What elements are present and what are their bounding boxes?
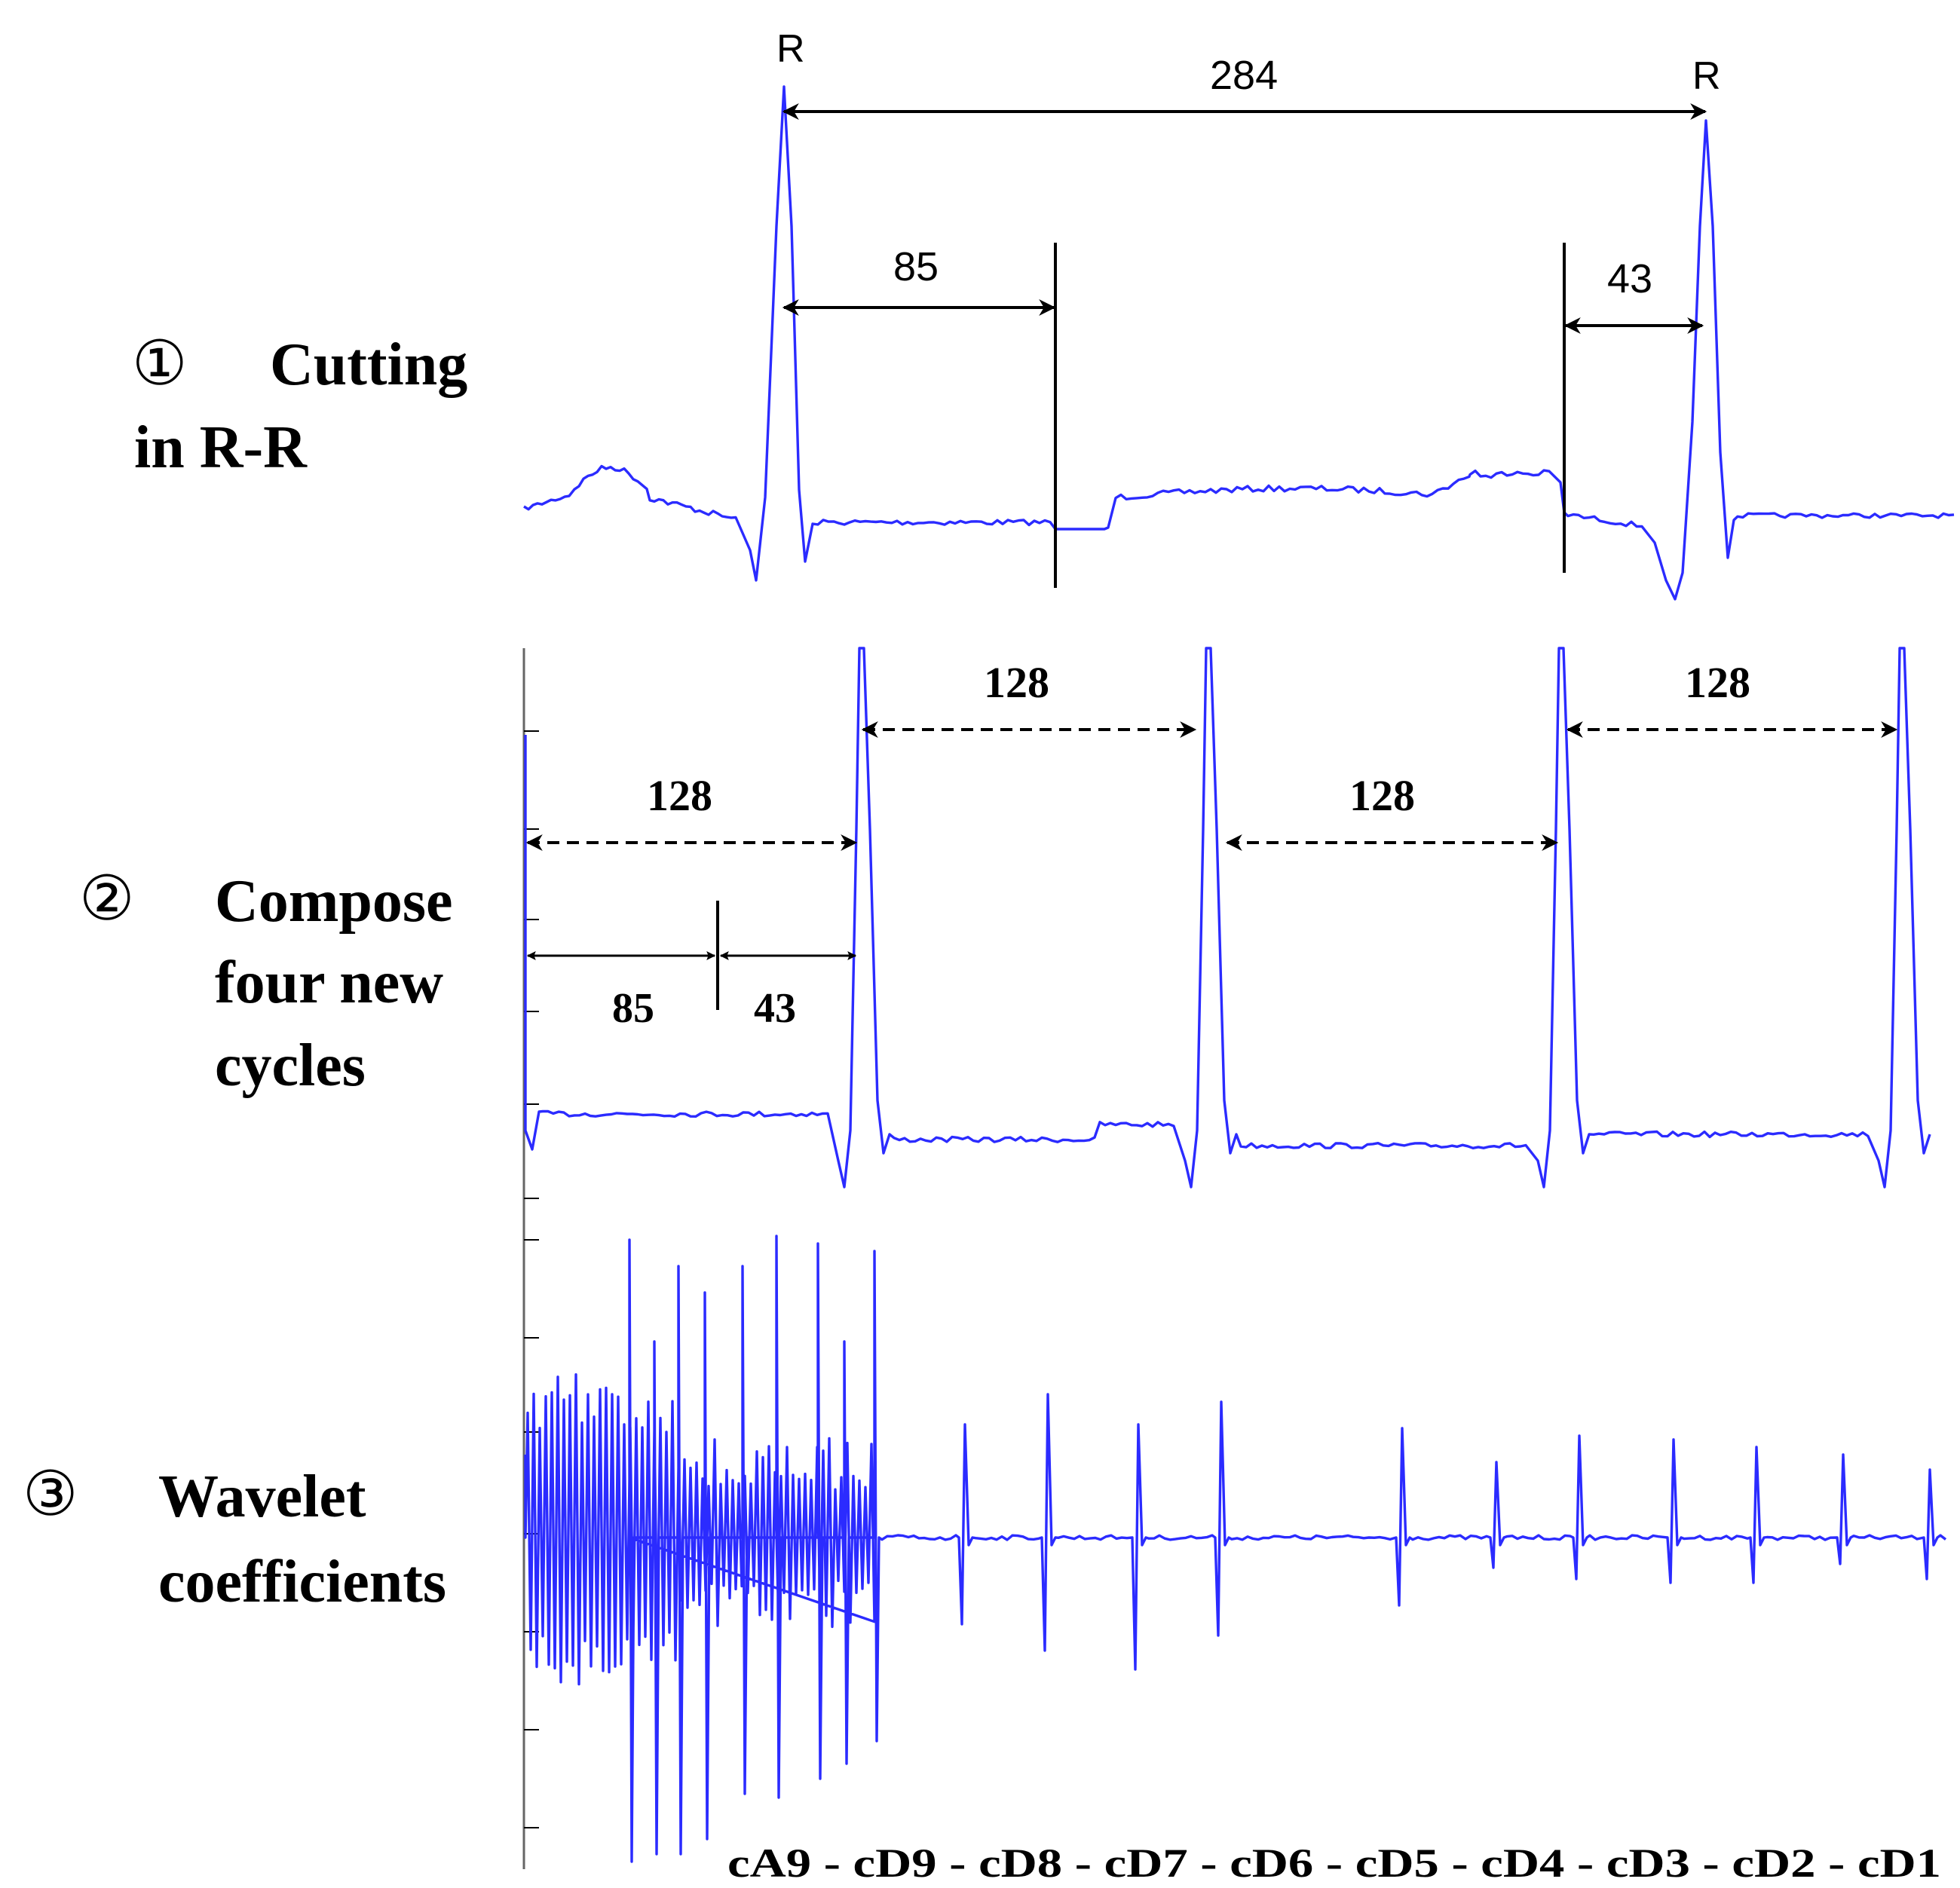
- ecg-signal-composed: [524, 647, 1931, 1189]
- label-cycles: cycles: [215, 1033, 366, 1099]
- panel-wavelet: ③ Wavelet coefficients cA9 - cD9 - cD8 -…: [23, 1206, 1947, 1886]
- label-wavelet: Wavelet: [158, 1464, 366, 1530]
- step-number-3: ③: [23, 1460, 78, 1528]
- cycle-length-1: 128: [647, 771, 712, 820]
- r-peak-label-left: R: [776, 27, 805, 71]
- label-compose: Compose: [215, 868, 453, 935]
- rr-interval-value: 284: [1210, 53, 1278, 98]
- panel-cutting: ① Cutting in R-R R R 284 85 43: [132, 27, 1955, 601]
- panel-compose: ② Compose four new cycles 128 128 128 12…: [79, 647, 1931, 1206]
- r-peak-label-right: R: [1692, 54, 1721, 98]
- cut-after-r-value: 85: [893, 244, 939, 289]
- ecg-signal-original: [523, 85, 1955, 601]
- step-number-2: ②: [79, 864, 135, 933]
- part-b-value: 43: [754, 985, 796, 1032]
- cycle-length-4: 128: [1685, 658, 1750, 707]
- label-cutting: Cutting: [270, 332, 467, 398]
- label-four-new: four new: [215, 950, 443, 1016]
- cycle-length-2: 128: [984, 658, 1049, 707]
- part-a-value: 85: [612, 985, 654, 1032]
- cycle-length-3: 128: [1349, 771, 1415, 820]
- wavelet-bands-caption: cA9 - cD9 - cD8 - cD7 - cD6 - cD5 - cD4 …: [727, 1841, 1941, 1886]
- label-coefficients: coefficients: [158, 1549, 446, 1615]
- wavelet-coefficients-signal: [524, 1235, 1947, 1863]
- label-in-rr: in R-R: [134, 415, 308, 481]
- step-number-1: ①: [132, 329, 188, 398]
- cut-before-r-value: 43: [1607, 256, 1652, 301]
